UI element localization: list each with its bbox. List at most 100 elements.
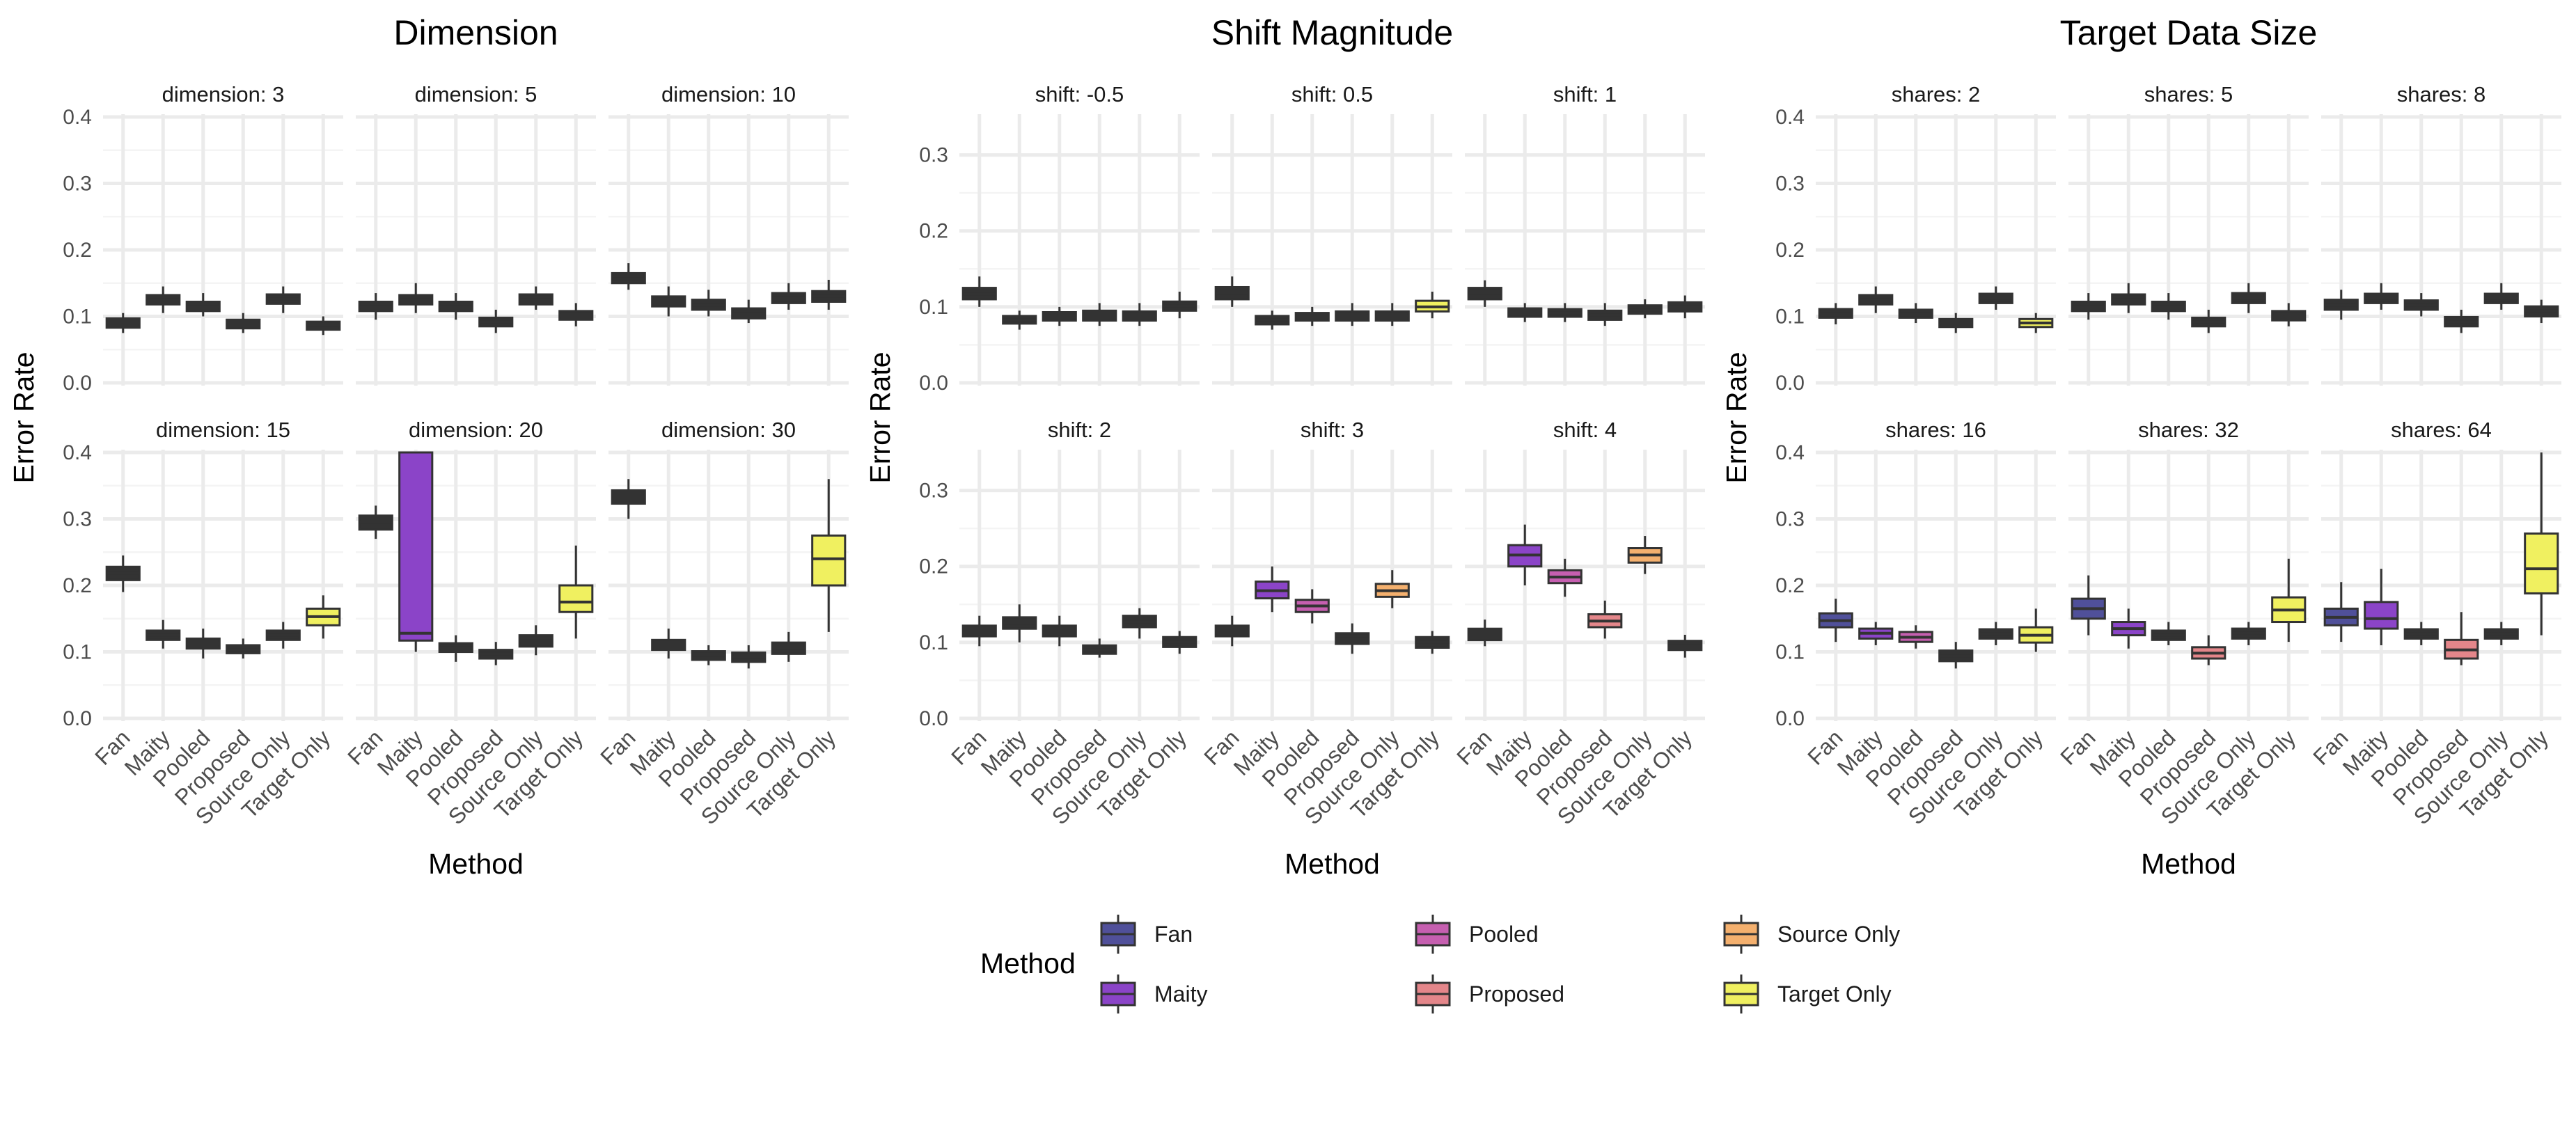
box-source-only [1374, 570, 1410, 608]
legend-item: Pooled [1415, 915, 1539, 954]
box-target-only [1667, 634, 1703, 658]
box-body [398, 451, 434, 642]
box-target-only [1415, 292, 1450, 319]
box-fan [1818, 303, 1853, 324]
box-fan [611, 263, 646, 290]
box-source-only [1374, 303, 1410, 326]
y-tick-label: 0.2 [63, 574, 92, 597]
box-target-only [811, 279, 847, 310]
box-fan [1214, 276, 1250, 307]
legend-item: Fan [1100, 915, 1193, 954]
plot-area: Dimension Error Rate Method dimension: 3 0.0… [8, 13, 2561, 880]
box-fan [1467, 620, 1502, 647]
box-source-only [771, 631, 806, 662]
box-proposed [2191, 309, 2226, 333]
box-proposed [1082, 303, 1117, 326]
y-tick-label: 0.3 [1775, 173, 1805, 196]
y-tick-label: 0.1 [63, 306, 92, 329]
box-maity [1255, 310, 1290, 330]
legend-label: Source Only [1777, 922, 1900, 947]
box-pooled [1547, 558, 1582, 597]
facet-panel: dimension: 150.00.10.20.30.4FanMaityPool… [63, 418, 343, 829]
legend-label: Target Only [1777, 981, 1892, 1007]
box-proposed [2444, 309, 2479, 333]
box-fan [358, 505, 393, 539]
box-maity [146, 620, 181, 649]
y-tick-label: 0.0 [1775, 372, 1805, 395]
box-target-only [2018, 313, 2054, 333]
legend-title: Method [980, 947, 1076, 979]
strip-label: dimension: 3 [162, 82, 285, 106]
box-proposed [1587, 303, 1623, 326]
box-pooled [185, 629, 221, 659]
strip-label: shares: 16 [1885, 418, 1986, 442]
y-tick-label: 0.3 [1775, 508, 1805, 531]
facet-panel: shift: 1 [1465, 82, 1705, 386]
facet-panel: dimension: 5 [356, 82, 596, 386]
box-fan [105, 555, 141, 592]
box-pooled [1042, 306, 1077, 326]
legend-item: Proposed [1415, 975, 1564, 1013]
box-source-only [265, 622, 301, 649]
box-source-only [1978, 286, 2013, 310]
box-fan [611, 479, 646, 519]
box-proposed [1938, 313, 1974, 333]
legend-label: Maity [1154, 981, 1207, 1007]
x-axis-label: Method [2141, 848, 2236, 880]
y-tick-label: 0.0 [63, 372, 92, 395]
legend-label: Fan [1154, 922, 1193, 947]
x-axis-label: Method [428, 848, 524, 880]
facet-panel: shift: 20.00.10.20.3FanMaityPooledPropos… [919, 418, 1200, 829]
strip-label: dimension: 10 [661, 82, 796, 106]
box-target-only [558, 303, 594, 326]
facet-panel: shift: 0.5 [1212, 82, 1452, 386]
strip-label: shift: 2 [1048, 418, 1111, 442]
y-tick-label: 0.0 [919, 707, 948, 730]
y-tick-label: 0.4 [1775, 106, 1805, 129]
facet-panel: shift: -0.5 0.0 0.1 0.2 0.3 [919, 82, 1200, 395]
box-pooled [691, 645, 726, 665]
box-body [2524, 532, 2559, 594]
box-pooled [438, 635, 473, 662]
box-maity [398, 283, 434, 313]
strip-label: dimension: 5 [415, 82, 537, 106]
facet-panel: shares: 2 0.0 0.1 0.2 0.3 0.4 [1775, 82, 2056, 395]
box-pooled [1294, 306, 1330, 326]
box-target-only [2271, 303, 2307, 326]
group-title: Dimension [393, 13, 558, 52]
facet-panel: dimension: 20FanMaityPooledProposedSourc… [343, 418, 596, 829]
box-proposed [731, 645, 767, 669]
strip-label: dimension: 15 [156, 418, 290, 442]
box-source-only [518, 625, 553, 656]
y-tick-label: 0.2 [1775, 574, 1805, 597]
box-proposed [1082, 638, 1117, 658]
y-axis-label: Error Rate [8, 352, 40, 483]
box-target-only [306, 595, 341, 639]
box-fan [105, 313, 141, 333]
x-axis-label: Method [1285, 848, 1380, 880]
legend-item: Maity [1100, 975, 1207, 1013]
y-tick-label: 0.4 [63, 106, 92, 129]
box-maity [1858, 622, 1894, 645]
box-fan [2071, 575, 2106, 636]
box-pooled [1898, 303, 1933, 324]
y-tick-label: 0.4 [1775, 441, 1805, 464]
facet-panel: dimension: 10 [608, 82, 849, 386]
box-maity [1002, 310, 1037, 330]
facet-group: Dimension Error Rate Method dimension: 3 0.0… [8, 13, 849, 880]
y-tick-label: 0.0 [919, 372, 948, 395]
group-title: Target Data Size [2060, 13, 2318, 52]
y-tick-label: 0.3 [63, 508, 92, 531]
box-pooled [1042, 615, 1077, 647]
y-tick-label: 0.1 [1775, 306, 1805, 329]
y-tick-label: 0.1 [1775, 641, 1805, 664]
box-maity [651, 286, 686, 317]
strip-label: shift: 3 [1301, 418, 1364, 442]
strip-label: shift: 0.5 [1291, 82, 1373, 106]
facet-panel: shares: 5 [2068, 82, 2309, 386]
y-tick-label: 0.3 [919, 144, 948, 167]
facet-group: Target Data Size Error Rate Method shares: … [1720, 13, 2561, 880]
box-maity [146, 286, 181, 313]
